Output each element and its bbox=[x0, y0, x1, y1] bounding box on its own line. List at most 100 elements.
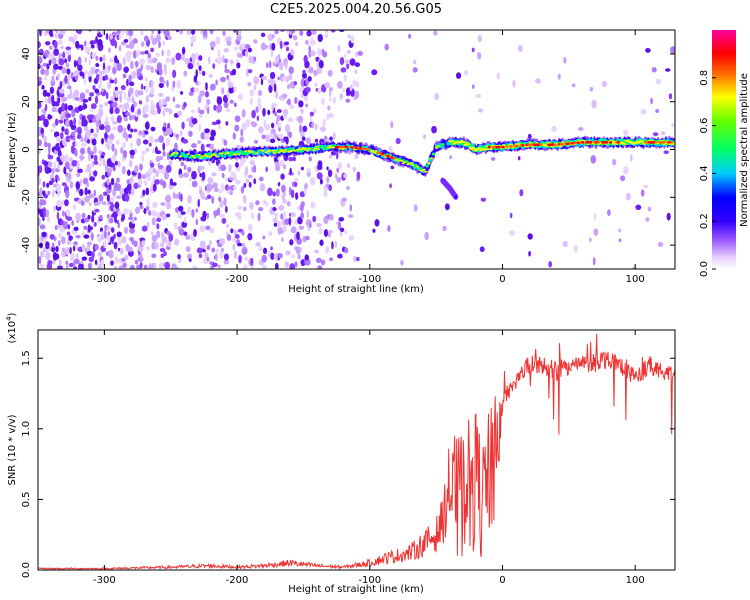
spectrogram-noise-cell bbox=[288, 217, 292, 226]
spectrogram-noise-cell bbox=[234, 102, 237, 107]
spectrogram-noise-cell bbox=[98, 119, 102, 127]
spectrogram-noise-cell bbox=[198, 123, 201, 132]
spectrogram-noise-cell bbox=[129, 236, 134, 242]
spectrogram-noise-cell bbox=[133, 216, 137, 221]
spectrogram-noise-cell bbox=[94, 208, 100, 213]
spectrogram-noise-cell bbox=[257, 212, 261, 222]
spectrogram-noise-cell bbox=[623, 129, 629, 136]
spectrogram-noise-cell bbox=[56, 156, 61, 162]
spectrogram-noise-cell bbox=[162, 125, 167, 132]
spectrogram-noise-cell bbox=[79, 260, 84, 264]
spectrogram-noise-cell bbox=[590, 154, 597, 164]
spectrogram-noise-cell bbox=[306, 210, 310, 219]
spectrogram-ridge-cell bbox=[188, 155, 192, 159]
spectrogram-noise-cell bbox=[221, 217, 227, 224]
spectrogram-noise-cell bbox=[275, 55, 279, 64]
spectrogram-noise-cell bbox=[61, 67, 68, 74]
spectrogram-y-tick-label: -40 bbox=[21, 237, 32, 253]
spectrogram-noise-cell bbox=[158, 262, 164, 269]
spectrogram-noise-cell bbox=[336, 167, 340, 173]
spectrogram-noise-cell bbox=[316, 172, 323, 180]
spectrogram-noise-cell bbox=[313, 107, 317, 114]
spectrogram-noise-cell bbox=[92, 84, 96, 90]
spectrogram-noise-cell bbox=[344, 247, 349, 254]
spectrogram-noise-cell bbox=[209, 41, 216, 48]
spectrogram-ridge-cell bbox=[170, 153, 174, 156]
spectrogram-noise-cell bbox=[107, 64, 111, 71]
spectrogram-noise-cell bbox=[274, 133, 278, 140]
spectrogram-noise-cell bbox=[143, 35, 149, 42]
spectrogram-noise-cell bbox=[208, 227, 215, 234]
spectrogram-noise-cell bbox=[272, 207, 277, 212]
spectrogram-noise-cell bbox=[124, 193, 130, 202]
spectrogram-noise-cell bbox=[233, 250, 238, 259]
spectrogram-noise-cell bbox=[181, 46, 186, 55]
spectrogram-noise-cell bbox=[105, 91, 109, 100]
spectrogram-noise-cell bbox=[344, 59, 351, 65]
spectrogram-noise-cell bbox=[255, 200, 260, 206]
spectrogram-noise-cell bbox=[275, 90, 279, 100]
spectrogram-noise-cell bbox=[98, 108, 104, 117]
spectrogram-noise-cell bbox=[112, 66, 117, 75]
spectrogram-noise-cell bbox=[527, 133, 532, 140]
spectrogram-ridge-cell bbox=[271, 149, 275, 152]
spectrogram-noise-cell bbox=[86, 241, 93, 246]
spectrogram-noise-cell bbox=[93, 132, 98, 138]
spectrogram-noise-cell bbox=[571, 83, 576, 88]
spectrogram-noise-cell bbox=[220, 183, 225, 192]
spectrogram-noise-cell bbox=[329, 136, 333, 141]
spectrogram-noise-cell bbox=[110, 196, 115, 203]
spectrogram-noise-cell bbox=[322, 51, 328, 58]
spectrogram-noise-cell bbox=[309, 39, 316, 46]
spectrogram-noise-cell bbox=[95, 62, 100, 68]
spectrogram-noise-cell bbox=[306, 168, 312, 173]
spectrogram-noise-cell bbox=[151, 30, 155, 35]
spectrogram-noise-cell bbox=[253, 39, 258, 44]
spectrogram-noise-cell bbox=[43, 76, 48, 81]
spectrogram-noise-cell bbox=[226, 224, 229, 228]
spectrogram-noise-cell bbox=[99, 227, 104, 233]
spectrogram-noise-cell bbox=[527, 233, 533, 240]
spectrogram-noise-cell bbox=[650, 97, 653, 105]
spectrogram-noise-cell bbox=[73, 70, 80, 77]
spectrogram-noise-cell bbox=[211, 83, 216, 91]
spectrogram-noise-cell bbox=[223, 253, 230, 261]
spectrogram-noise-cell bbox=[143, 179, 148, 187]
spectrogram-noise-cell bbox=[53, 48, 60, 56]
spectrogram-noise-cell bbox=[116, 30, 121, 35]
spectrogram-noise-cell bbox=[272, 217, 278, 224]
spectrogram-noise-cell bbox=[480, 197, 487, 202]
spectrogram-noise-cell bbox=[162, 180, 167, 189]
spectrogram-noise-cell bbox=[50, 177, 55, 184]
spectrogram-noise-cell bbox=[261, 134, 266, 140]
spectrogram-noise-cell bbox=[42, 181, 46, 188]
spectrogram-noise-cell bbox=[78, 155, 85, 160]
spectrogram-noise-cell bbox=[98, 104, 103, 109]
spectrogram-noise-cell bbox=[288, 66, 294, 75]
spectrogram-noise-cell bbox=[285, 76, 289, 83]
spectrogram-noise-cell bbox=[41, 199, 47, 206]
spectrogram-noise-cell bbox=[45, 251, 51, 261]
spectrogram-ridge-cell bbox=[243, 150, 248, 153]
spectrogram-noise-cell bbox=[145, 64, 151, 71]
spectrogram-noise-cell bbox=[253, 56, 257, 62]
spectrogram-noise-cell bbox=[126, 78, 129, 87]
spectrogram-noise-cell bbox=[90, 66, 96, 75]
spectrogram-noise-cell bbox=[175, 104, 181, 109]
spectrogram-noise-cell bbox=[80, 142, 87, 147]
spectrogram-noise-cell bbox=[66, 231, 71, 236]
spectrogram-ridge-cell bbox=[640, 140, 644, 143]
spectrogram-noise-cell bbox=[223, 58, 229, 64]
spectrogram-noise-cell bbox=[277, 54, 281, 60]
spectrogram-noise-cell bbox=[128, 249, 134, 257]
spectrogram-noise-cell bbox=[73, 117, 77, 126]
spectrogram-noise-cell bbox=[591, 99, 597, 109]
spectrogram-noise-cell bbox=[114, 107, 120, 115]
spectrogram-noise-cell bbox=[133, 128, 138, 133]
spectrogram-ridge-cell bbox=[431, 152, 436, 156]
spectrogram-noise-cell bbox=[197, 198, 200, 208]
spectrogram-noise-cell bbox=[225, 177, 228, 182]
spectrogram-y-tick-label: 0 bbox=[21, 146, 32, 152]
spectrogram-noise-cell bbox=[68, 157, 74, 162]
spectrogram-noise-cell bbox=[71, 108, 76, 118]
